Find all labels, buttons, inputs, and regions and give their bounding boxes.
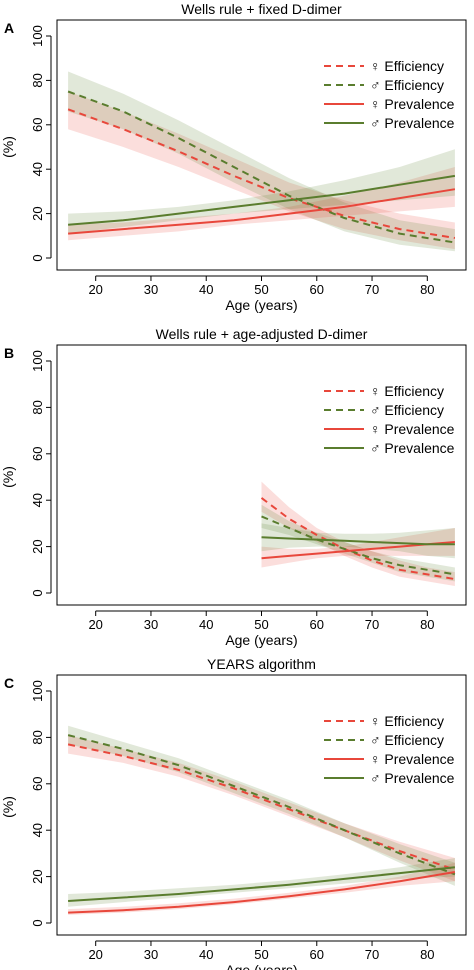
series-1-line xyxy=(261,515,456,576)
series-2-ci-band xyxy=(261,528,455,568)
series-1-ci-band xyxy=(261,504,455,582)
x-tick-label: 20 xyxy=(88,617,102,632)
y-tick-label: 40 xyxy=(30,493,45,507)
series-1-line xyxy=(67,734,456,876)
legend-label: ♀ Efficiency xyxy=(370,58,444,74)
series-3-line xyxy=(68,174,456,226)
series-0-line xyxy=(260,497,456,581)
y-tick-label: 80 xyxy=(30,730,45,744)
x-tick-label: 70 xyxy=(365,947,379,962)
plot-frame xyxy=(56,674,467,936)
y-axis-label: (%) xyxy=(0,466,16,488)
y-tick-label: 100 xyxy=(30,350,45,372)
series-3-line xyxy=(68,866,456,902)
series-2-ci-band xyxy=(68,862,455,915)
series-3-line xyxy=(261,536,455,546)
legend-label: ♀ Prevalence xyxy=(370,421,455,437)
x-tick-label: 80 xyxy=(420,282,434,297)
y-tick-label: 0 xyxy=(30,919,45,926)
y-tick-label: 60 xyxy=(30,118,45,132)
x-tick-label: 80 xyxy=(420,947,434,962)
series-1-line xyxy=(67,90,456,244)
y-tick-label: 40 xyxy=(30,162,45,176)
x-tick-label: 40 xyxy=(199,282,213,297)
y-tick-label: 100 xyxy=(30,680,45,702)
series-0-line xyxy=(67,108,456,239)
y-tick-label: 20 xyxy=(30,869,45,883)
legend-label: ♂ Efficiency xyxy=(370,402,444,418)
x-tick-label: 20 xyxy=(88,947,102,962)
series-3-ci-band xyxy=(68,149,455,234)
x-tick-label: 80 xyxy=(420,617,434,632)
series-2-ci-band xyxy=(68,167,455,241)
y-tick-label: 60 xyxy=(30,447,45,461)
x-tick-label: 60 xyxy=(310,617,324,632)
y-tick-label: 60 xyxy=(30,777,45,791)
x-axis-label: Age (years) xyxy=(225,632,297,648)
panel-b: Wells rule + age-adjusted D-dimer B 0 20 40 6… xyxy=(0,326,467,648)
y-tick-label: 80 xyxy=(30,73,45,87)
series-2-line xyxy=(68,871,456,914)
x-tick-label: 30 xyxy=(144,282,158,297)
series-1-ci-band xyxy=(68,71,455,252)
series-2-line xyxy=(68,188,456,235)
x-tick-label: 40 xyxy=(199,617,213,632)
legend-label: ♂ Prevalence xyxy=(370,440,455,456)
x-tick-label: 50 xyxy=(254,947,268,962)
x-tick-label: 60 xyxy=(310,282,324,297)
x-tick-label: 40 xyxy=(199,947,213,962)
y-axis-label: (%) xyxy=(0,136,16,158)
chart-title: YEARS algorithm xyxy=(207,656,316,672)
x-tick-label: 50 xyxy=(254,282,268,297)
y-tick-label: 40 xyxy=(30,823,45,837)
legend-label: ♂ Efficiency xyxy=(370,732,444,748)
x-tick-label: 30 xyxy=(144,617,158,632)
panel-label: A xyxy=(4,20,14,36)
y-axis-label: (%) xyxy=(0,796,16,818)
y-tick-label: 20 xyxy=(30,206,45,220)
series-0-ci-band xyxy=(68,735,455,882)
series-0-ci-band xyxy=(68,91,455,250)
legend-label: ♂ Efficiency xyxy=(370,77,444,93)
x-tick-label: 70 xyxy=(365,617,379,632)
x-tick-label: 30 xyxy=(144,947,158,962)
legend-label: ♂ Prevalence xyxy=(370,770,455,786)
chart-title: Wells rule + fixed D-dimer xyxy=(181,1,342,17)
plot-frame xyxy=(56,344,467,606)
series-0-line xyxy=(67,743,456,871)
x-axis-label: Age (years) xyxy=(225,962,297,970)
y-tick-label: 0 xyxy=(30,589,45,596)
panel-label: B xyxy=(4,345,14,361)
x-tick-label: 20 xyxy=(88,282,102,297)
y-tick-label: 100 xyxy=(30,25,45,47)
x-tick-label: 60 xyxy=(310,947,324,962)
y-tick-label: 80 xyxy=(30,400,45,414)
legend-label: ♀ Prevalence xyxy=(370,751,455,767)
chart-title: Wells rule + age-adjusted D-dimer xyxy=(156,326,368,342)
legend-label: ♀ Prevalence xyxy=(370,96,455,112)
x-tick-label: 50 xyxy=(254,617,268,632)
panel-a: Wells rule + fixed D-dimer A 0 20 40 60 80 100 (… xyxy=(0,1,467,313)
x-tick-label: 70 xyxy=(365,282,379,297)
x-axis-label: Age (years) xyxy=(225,297,297,313)
panel-label: C xyxy=(4,675,14,691)
y-tick-label: 0 xyxy=(30,254,45,261)
panel-c: YEARS algorithm C 0 20 40 60 80 100 (%) 20 30 40 50 6… xyxy=(0,656,467,970)
legend-label: ♀ Efficiency xyxy=(370,713,444,729)
plot-frame xyxy=(56,19,467,271)
y-tick-label: 20 xyxy=(30,539,45,553)
legend-label: ♂ Prevalence xyxy=(370,115,455,131)
legend-label: ♀ Efficiency xyxy=(370,383,444,399)
